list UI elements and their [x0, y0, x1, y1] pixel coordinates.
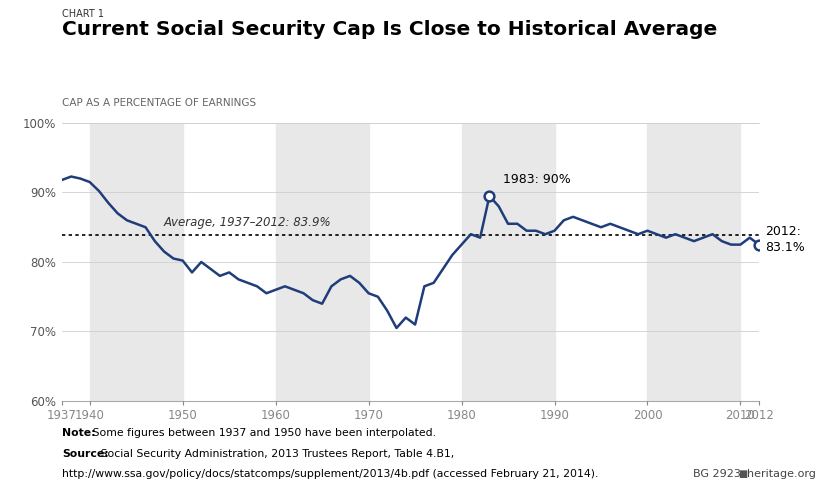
- Text: 1983: 90%: 1983: 90%: [503, 173, 571, 185]
- Text: Note:: Note:: [62, 428, 96, 438]
- Text: Current Social Security Cap Is Close to Historical Average: Current Social Security Cap Is Close to …: [62, 20, 717, 39]
- Text: Some figures between 1937 and 1950 have been interpolated.: Some figures between 1937 and 1950 have …: [89, 428, 436, 438]
- Text: CAP AS A PERCENTAGE OF EARNINGS: CAP AS A PERCENTAGE OF EARNINGS: [62, 98, 256, 108]
- Text: BG 2923: BG 2923: [693, 469, 741, 479]
- Text: Average, 1937–2012: 83.9%: Average, 1937–2012: 83.9%: [164, 216, 332, 229]
- Bar: [648, 123, 740, 401]
- Bar: [90, 123, 182, 401]
- Bar: [461, 123, 554, 401]
- Text: CHART 1: CHART 1: [62, 9, 104, 19]
- Text: Source:: Source:: [62, 449, 109, 459]
- Text: ■: ■: [738, 469, 747, 479]
- Text: 2012:
83.1%: 2012: 83.1%: [766, 224, 805, 253]
- Text: Social Security Administration, 2013 Trustees Report, Table 4.B1,: Social Security Administration, 2013 Tru…: [97, 449, 454, 459]
- Bar: [276, 123, 369, 401]
- Text: http://www.ssa.gov/policy/docs/statcomps/supplement/2013/4b.pdf (accessed Februa: http://www.ssa.gov/policy/docs/statcomps…: [62, 469, 598, 479]
- Text: heritage.org: heritage.org: [747, 469, 815, 479]
